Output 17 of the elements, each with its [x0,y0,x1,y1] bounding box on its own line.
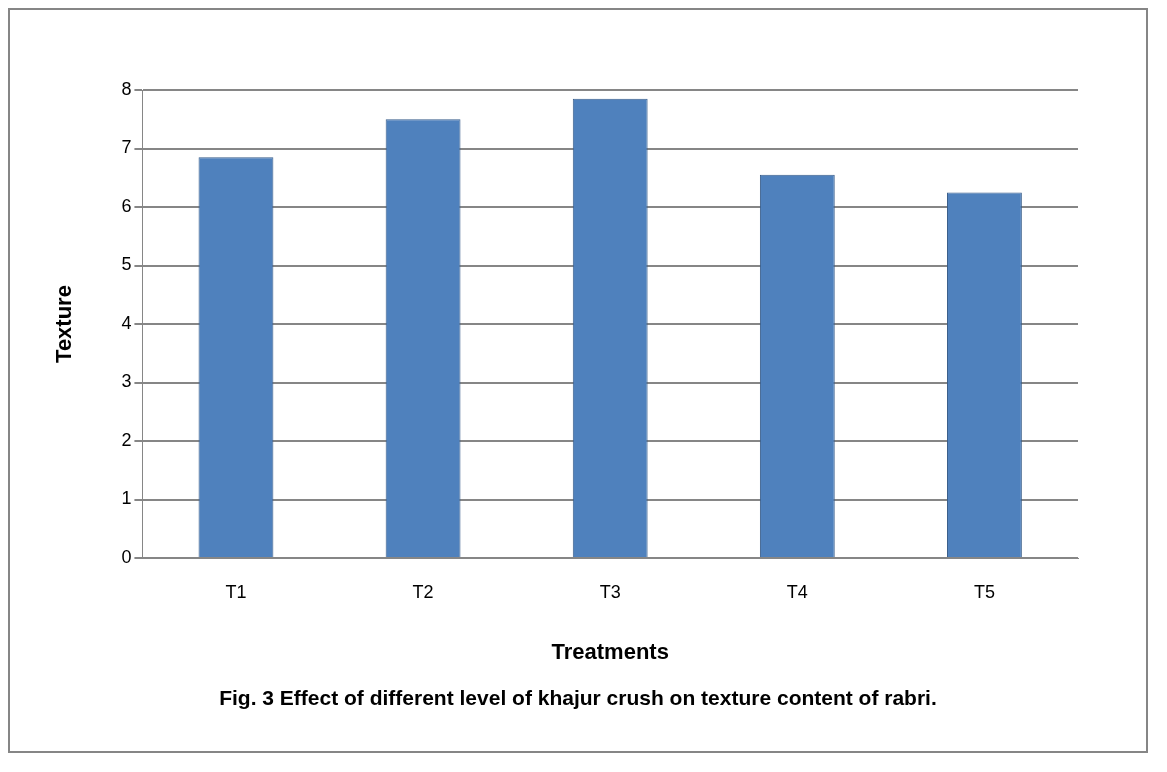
x-tick-label: T2 [412,581,434,602]
y-tick-label: 2 [121,429,132,450]
y-tick-label: 8 [121,78,132,99]
y-axis-title: Texture [51,285,77,363]
y-tick-label: 6 [121,195,132,216]
x-tick-label: T5 [973,581,995,602]
x-axis-title: Treatments [551,638,669,664]
x-tick-label: T3 [599,581,621,602]
y-tick-label: 7 [121,137,132,158]
x-tick-label: T1 [225,581,247,602]
y-tick-label: 5 [121,254,132,275]
text: Fig. 3 Effect of different level of khajur crush on texture content of rabri. [219,686,937,710]
y-tick-label: 1 [121,488,132,509]
y-tick-label: 4 [121,312,132,333]
x-tick-label: T4 [786,581,808,602]
y-tick-label: 0 [121,546,132,567]
y-tick-label: 3 [121,371,132,392]
